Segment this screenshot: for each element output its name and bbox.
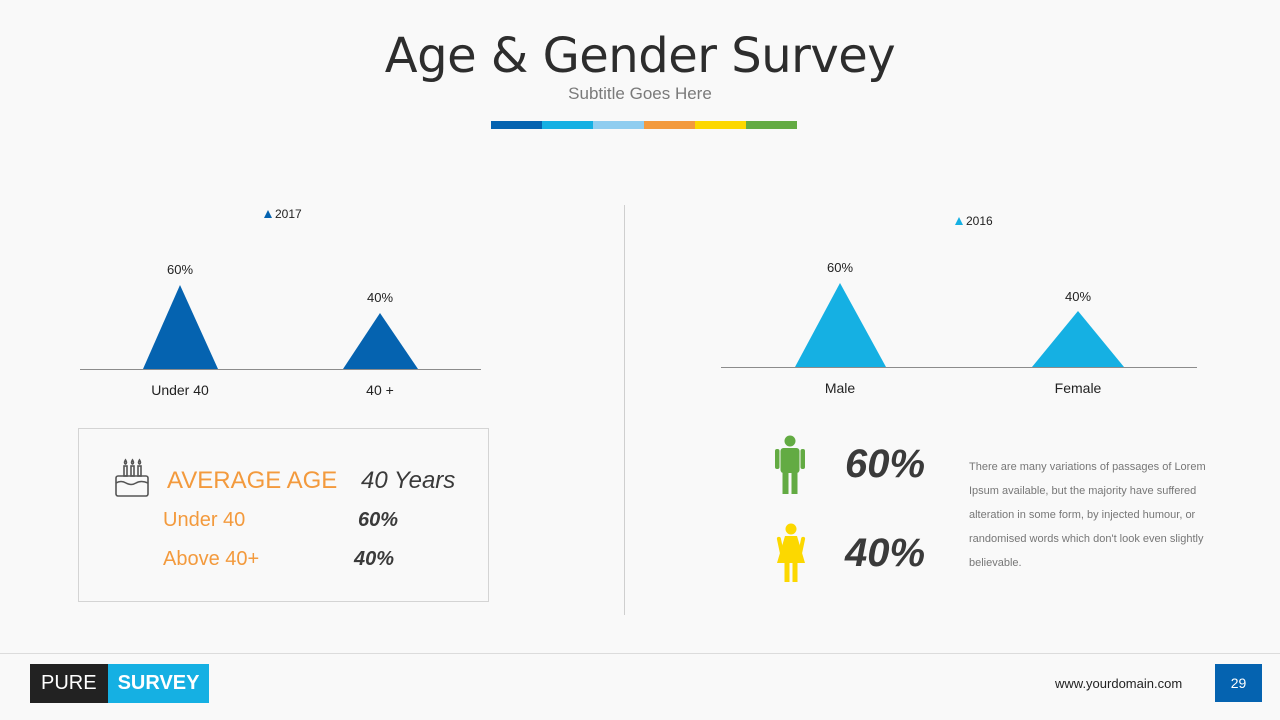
under-40-label: Under 40: [163, 509, 246, 531]
age-triangle-chart: [80, 280, 481, 372]
chart-legend-2017: 2017: [264, 207, 302, 221]
female-person-icon: [776, 523, 806, 588]
color-bar-segment: [491, 121, 542, 129]
color-bar: [491, 121, 797, 129]
brand-part-survey: SURVEY: [107, 664, 210, 703]
page-title: Age & Gender Survey: [384, 28, 896, 84]
page-subtitle: Subtitle Goes Here: [568, 84, 712, 103]
data-label: 40%: [1064, 289, 1092, 304]
average-age-value: 40 Years: [361, 467, 456, 494]
vertical-divider: [624, 205, 625, 615]
chart-legend-2016: 2016: [955, 214, 993, 228]
page-number: 29: [1215, 664, 1262, 702]
color-bar-segment: [593, 121, 644, 129]
gender-triangle-chart: [721, 280, 1197, 370]
color-bar-segment: [542, 121, 593, 129]
category-label: Under 40: [151, 382, 209, 398]
above-40-label: Above 40+: [163, 548, 260, 570]
category-label: Female: [1054, 380, 1102, 396]
bar-40-plus: [343, 313, 418, 369]
data-label: 60%: [166, 262, 194, 277]
bar-male: [795, 283, 886, 367]
data-label: 60%: [826, 260, 854, 275]
male-person-icon: [775, 435, 805, 500]
color-bar-segment: [695, 121, 746, 129]
footer-divider: [0, 653, 1280, 654]
average-age-box: AVERAGE AGE 40 Years Under 40 60% Above …: [78, 428, 489, 602]
color-bar-segment: [746, 121, 797, 129]
brand-part-pure: PURE: [30, 664, 108, 703]
bar-under-40: [143, 285, 218, 369]
birthday-cake-icon: [113, 458, 151, 503]
legend-label: 2017: [275, 207, 302, 221]
legend-triangle-icon: [955, 217, 963, 225]
male-percentage: 60%: [845, 442, 926, 486]
legend-label: 2016: [966, 214, 993, 228]
category-label: Male: [824, 380, 856, 396]
brand-logo: PURE SURVEY: [30, 664, 210, 703]
average-age-heading: AVERAGE AGE: [167, 467, 338, 494]
color-bar-segment: [644, 121, 695, 129]
website-link[interactable]: www.yourdomain.com: [1055, 676, 1183, 691]
under-40-value: 60%: [358, 509, 399, 531]
above-40-value: 40%: [354, 548, 395, 570]
bar-female: [1032, 311, 1124, 367]
category-label: 40 +: [366, 382, 394, 398]
female-percentage: 40%: [845, 531, 926, 575]
data-label: 40%: [366, 290, 394, 305]
legend-triangle-icon: [264, 210, 272, 218]
description-text: There are many variations of passages of…: [969, 461, 1206, 569]
